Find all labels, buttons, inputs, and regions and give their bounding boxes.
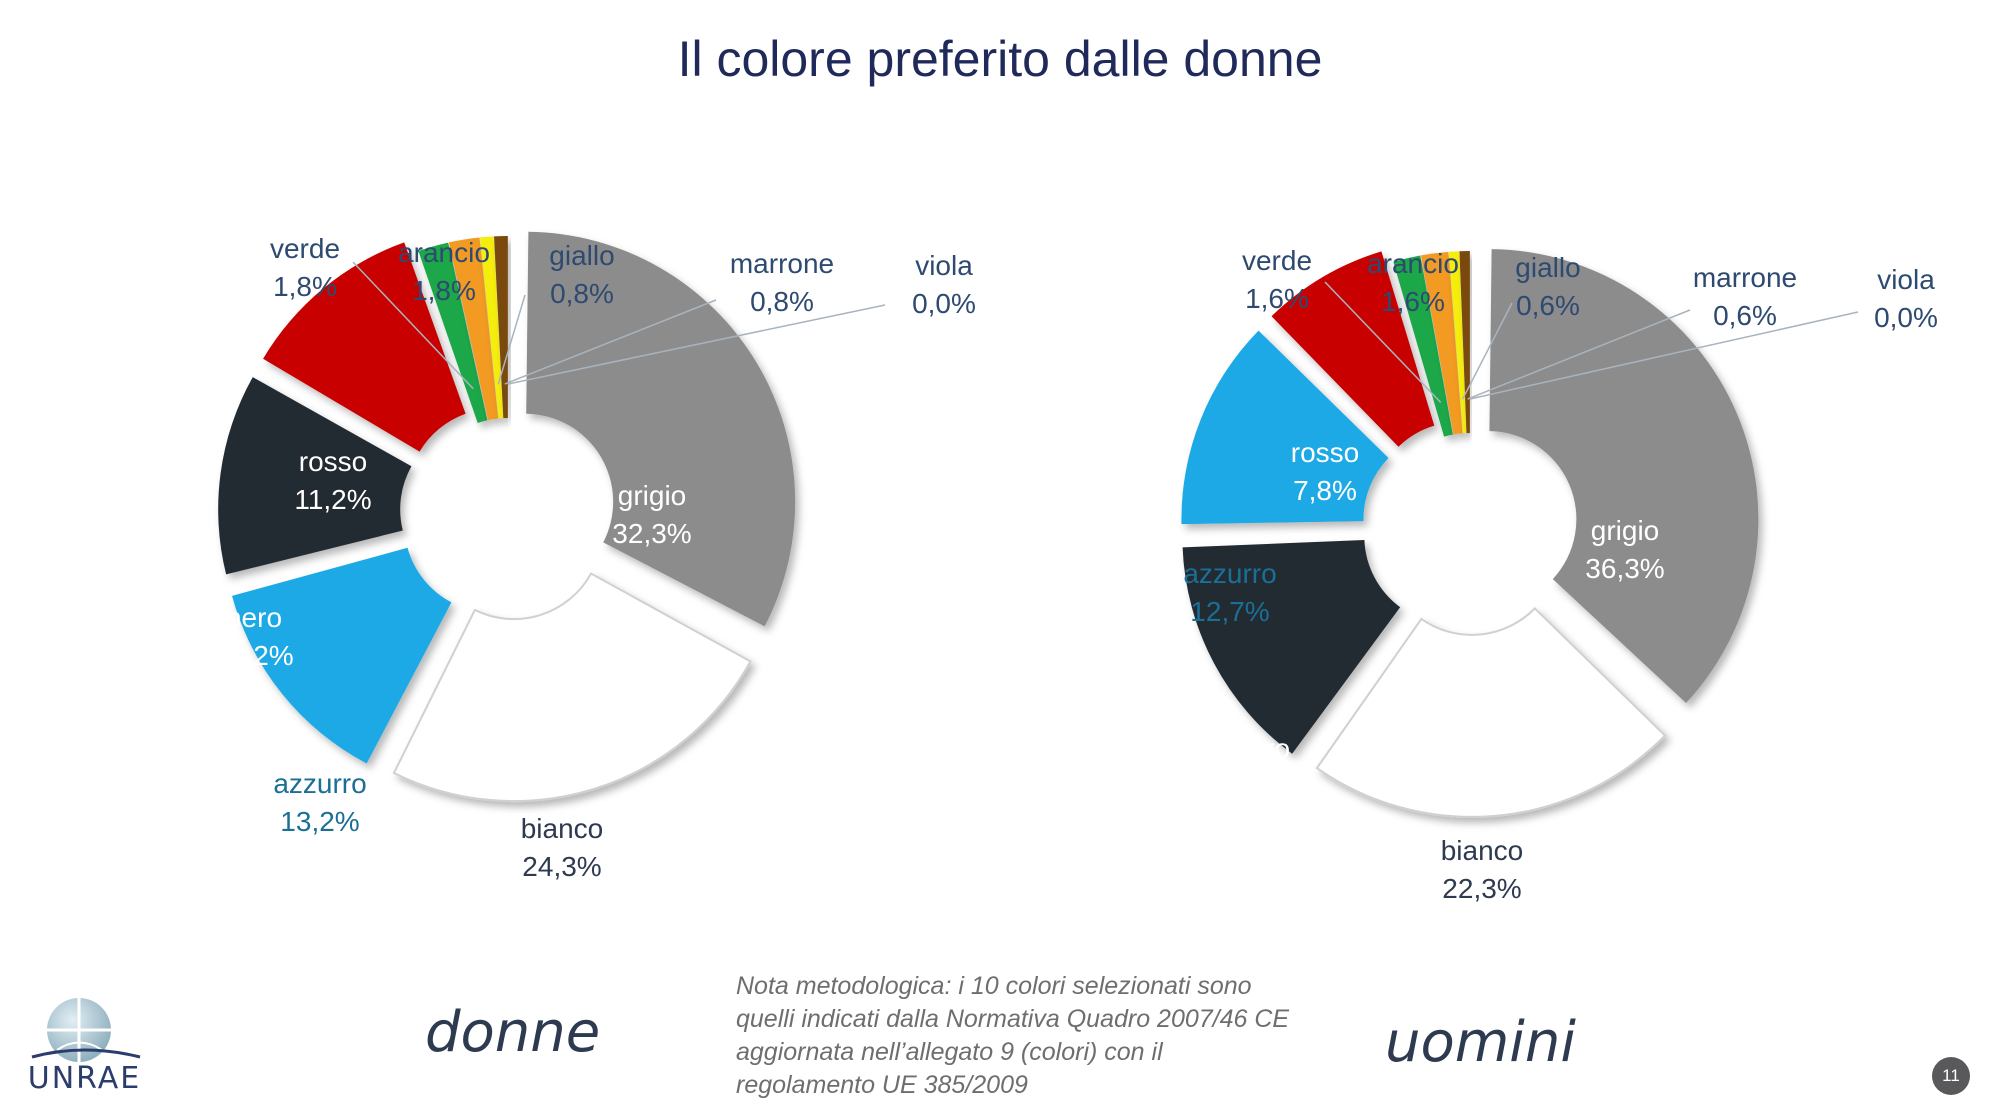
slice-arancio-donne: [448, 237, 499, 421]
slice-value-verde-donne: 1,8%: [273, 271, 337, 302]
slice-grigio-donne: [526, 231, 796, 627]
slice-label-bianco-donne: bianco: [521, 813, 604, 844]
methodology-note: Nota metodologica: i 10 colori seleziona…: [736, 972, 1290, 1099]
donut-chart-uomini: grigio 36,3% bianco 22,3% nero 14,3% azzurro 12…: [1181, 245, 1938, 904]
slice-label-arancio-uomini: arancio: [1367, 248, 1459, 279]
slice-label-giallo-donne: giallo: [549, 240, 614, 271]
slice-label-marrone-donne: marrone: [730, 248, 834, 279]
slice-nero-uomini: [1182, 539, 1401, 754]
slice-label-grigio-uomini: grigio: [1591, 515, 1659, 546]
slice-arancio-uomini: [1420, 251, 1463, 435]
slice-nero-donne: [218, 377, 412, 575]
slice-value-grigio-donne: 32,3%: [612, 518, 691, 549]
leader-line-marrone-uomini: [1467, 309, 1691, 400]
globe-icon: [31, 998, 141, 1062]
leader-line-giallo-uomini: [1461, 302, 1513, 400]
slice-label-azzurro-donne: azzurro: [273, 768, 366, 799]
slice-label-nero-donne: nero: [226, 602, 282, 633]
slice-verde-donne: [418, 242, 488, 424]
slice-label-grigio-donne: grigio: [618, 480, 686, 511]
slice-value-azzurro-uomini: 12,7%: [1190, 596, 1269, 627]
chart-caption-uomini: uomini: [1385, 1010, 1576, 1075]
slice-value-bianco-donne: 24,3%: [522, 851, 601, 882]
slice-value-nero-donne: 12,2%: [214, 640, 293, 671]
slice-value-viola-donne: 0,0%: [912, 288, 976, 319]
slice-value-bianco-uomini: 22,3%: [1442, 873, 1521, 904]
slice-giallo-donne: [480, 236, 504, 419]
leader-line-verde-donne: [352, 261, 474, 390]
page-number: 11: [1932, 1057, 1970, 1095]
donut-chart-donne: grigio 32,3% bianco 24,3% azzurro 13,2% nero 12…: [214, 231, 976, 882]
leader-line-giallo-donne: [497, 294, 526, 385]
chart-caption-donne: donne: [425, 1000, 601, 1065]
slice-bianco-donne: [392, 572, 752, 803]
slice-value-arancio-uomini: 1,6%: [1381, 286, 1445, 317]
leader-line-verde-uomini: [1324, 281, 1442, 403]
slice-value-verde-uomini: 1,6%: [1245, 283, 1309, 314]
slice-value-rosso-donne: 11,2%: [294, 484, 371, 515]
slice-value-marrone-donne: 0,8%: [750, 286, 814, 317]
slice-verde-uomini: [1393, 255, 1453, 437]
leader-line-viola-donne: [507, 304, 886, 385]
slice-value-azzurro-donne: 13,2%: [280, 806, 359, 837]
unrae-logo: UNRAE: [22, 995, 147, 1096]
slice-label-viola-uomini: viola: [1877, 264, 1935, 295]
slice-marrone-uomini: [1459, 251, 1470, 434]
leader-line-viola-uomini: [1469, 311, 1859, 400]
slice-value-grigio-uomini: 36,3%: [1585, 553, 1664, 584]
slice-value-viola-uomini: 0,0%: [1874, 302, 1938, 333]
slice-azzurro-donne: [232, 547, 452, 764]
page-title: Il colore preferito dalle donne: [677, 31, 1323, 87]
slice-giallo-uomini: [1448, 251, 1467, 434]
logo-text: UNRAE: [27, 1061, 142, 1096]
slice-label-verde-donne: verde: [270, 233, 340, 264]
slice-label-nero-uomini: nero: [1234, 733, 1290, 764]
slice-label-rosso-uomini: rosso: [1291, 437, 1359, 468]
slice-value-marrone-uomini: 0,6%: [1713, 300, 1777, 331]
slice-label-viola-donne: viola: [915, 250, 973, 281]
slice-value-giallo-uomini: 0,6%: [1516, 290, 1580, 321]
slice-label-marrone-uomini: marrone: [1693, 262, 1797, 293]
slice-marrone-donne: [494, 236, 508, 419]
slice-value-rosso-uomini: 7,8%: [1293, 475, 1357, 506]
slice-value-giallo-donne: 0,8%: [550, 278, 614, 309]
slice-rosso-donne: [263, 242, 466, 452]
slice-azzurro-uomini: [1181, 330, 1389, 525]
slice-rosso-uomini: [1271, 251, 1435, 447]
slice-value-nero-uomini: 14,3%: [1222, 771, 1301, 802]
slice-label-verde-uomini: verde: [1242, 245, 1312, 276]
slice-label-rosso-donne: rosso: [299, 446, 367, 477]
slice-value-arancio-donne: 1,8%: [412, 275, 476, 306]
slice-label-giallo-uomini: giallo: [1515, 252, 1580, 283]
leader-line-marrone-donne: [504, 299, 717, 385]
slice-bianco-uomini: [1315, 606, 1667, 818]
slice-label-bianco-uomini: bianco: [1441, 835, 1524, 866]
slice-label-arancio-donne: arancio: [398, 237, 490, 268]
slice-label-azzurro-uomini: azzurro: [1183, 558, 1276, 589]
